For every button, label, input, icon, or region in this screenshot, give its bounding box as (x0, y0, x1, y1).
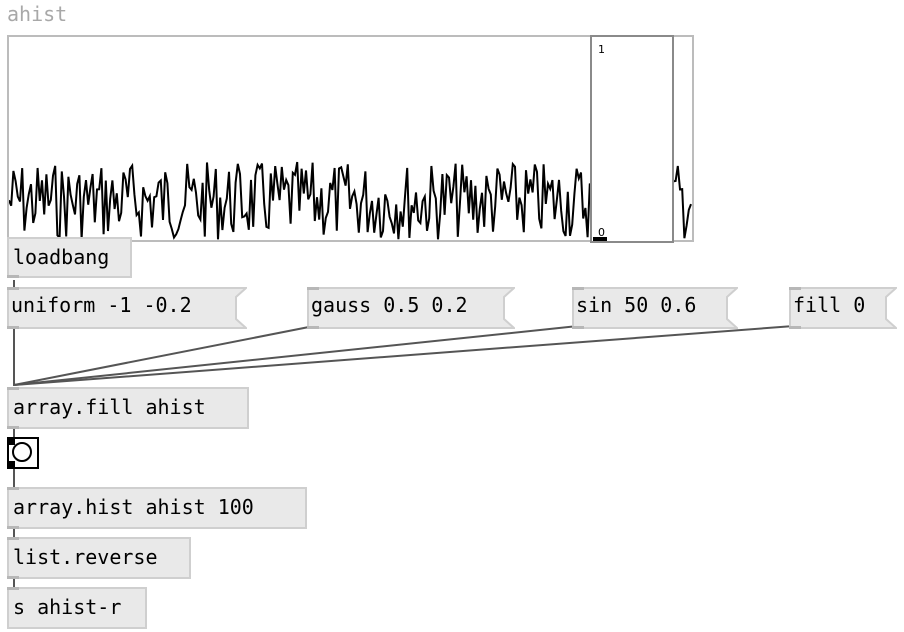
bang-circle-icon (12, 442, 32, 462)
message-fill-label: fill 0 (793, 293, 866, 317)
bang-inlet (7, 437, 15, 445)
list-reverse-label: list.reverse (13, 545, 158, 569)
outlet[interactable] (7, 576, 19, 579)
array-waveform (9, 161, 692, 240)
bang-button[interactable] (7, 437, 39, 469)
array-name-label: ahist (7, 2, 68, 26)
outlet[interactable] (7, 426, 19, 429)
message-box-shape (572, 287, 738, 329)
outlet[interactable] (7, 526, 19, 529)
message-sin-label: sin 50 0.6 (576, 293, 697, 317)
slider-min-label: 0 (598, 226, 605, 239)
inlet[interactable] (7, 487, 19, 490)
array-hist-object[interactable]: array.hist ahist 100 (7, 487, 307, 529)
message-fill[interactable]: fill 0 (789, 287, 897, 329)
message-box-shape (307, 287, 515, 329)
slider-max-label: 1 (598, 43, 605, 56)
loadbang-label: loadbang (13, 245, 110, 269)
message-uniform[interactable]: uniform -1 -0.2 (7, 287, 247, 329)
send-object[interactable]: s ahist-r (7, 587, 147, 629)
message-box-shape (7, 287, 247, 329)
message-gauss[interactable]: gauss 0.5 0.2 (307, 287, 515, 329)
vertical-slider[interactable]: 1 0 (590, 35, 674, 243)
array-hist-label: array.hist ahist 100 (13, 495, 254, 519)
bang-outlet (7, 461, 15, 469)
array-graph[interactable] (7, 35, 694, 242)
message-uniform-label: uniform -1 -0.2 (11, 293, 192, 317)
loadbang-object[interactable]: loadbang (7, 237, 132, 278)
list-reverse-object[interactable]: list.reverse (7, 537, 191, 579)
array-fill-label: array.fill ahist (13, 395, 206, 419)
inlet[interactable] (7, 387, 19, 390)
inlet[interactable] (7, 587, 19, 590)
inlet[interactable] (7, 537, 19, 540)
outlet[interactable] (7, 275, 19, 278)
message-gauss-label: gauss 0.5 0.2 (311, 293, 468, 317)
message-box-shape (789, 287, 897, 329)
array-fill-object[interactable]: array.fill ahist (7, 387, 249, 429)
send-label: s ahist-r (13, 595, 122, 619)
message-sin[interactable]: sin 50 0.6 (572, 287, 738, 329)
slider-knob[interactable] (593, 237, 607, 241)
